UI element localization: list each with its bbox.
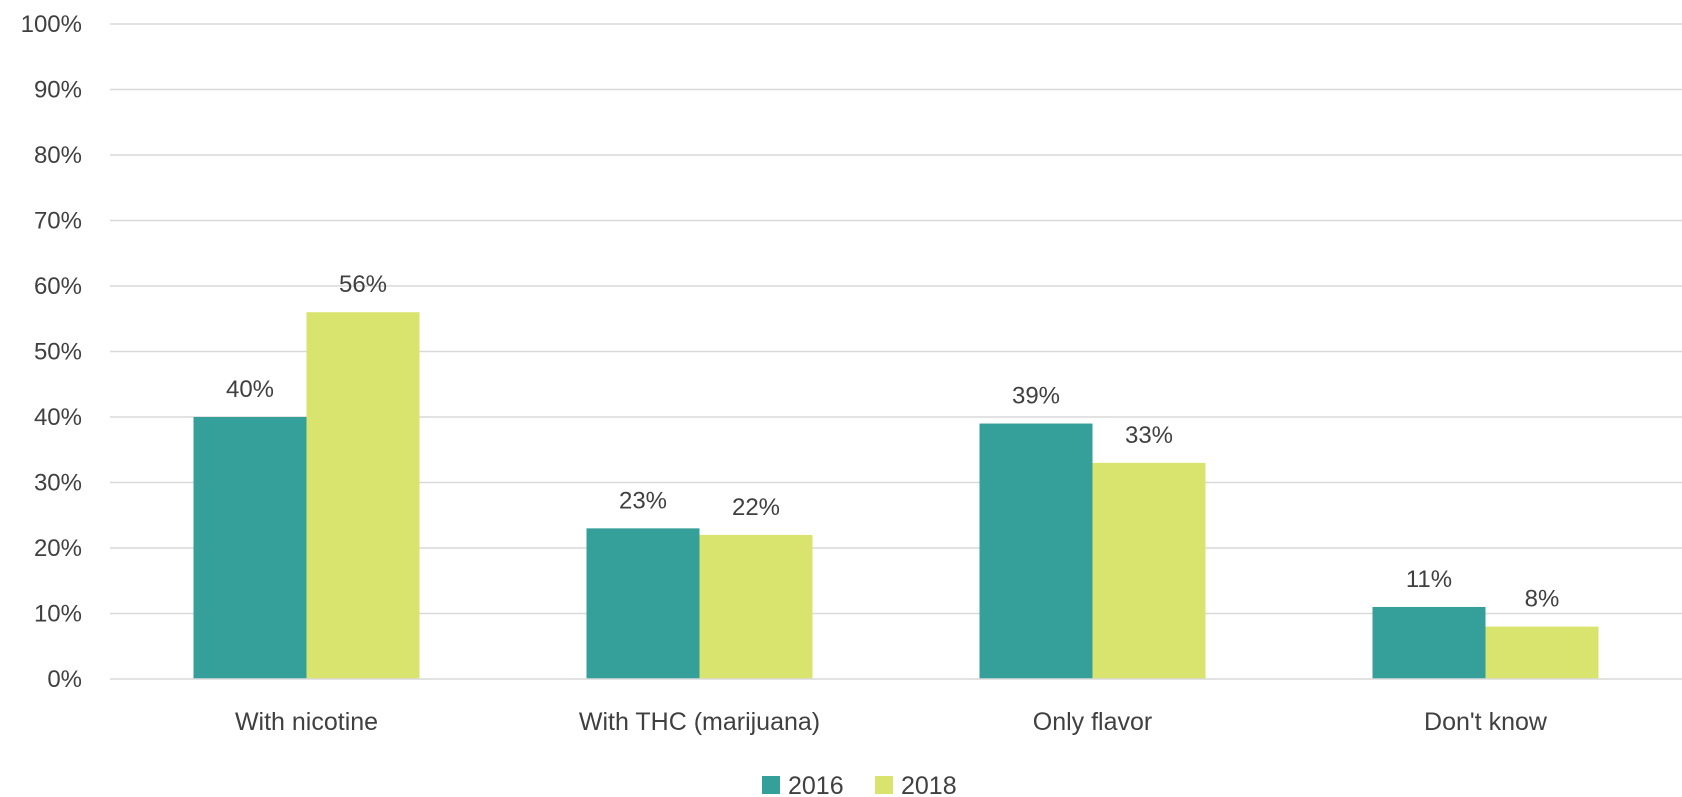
bar-2018-2 [1092, 462, 1206, 679]
y-axis-tick-labels: 0% 10% 20% 30% 40% 50% 60% 70% 80% 90% 100% [21, 11, 82, 693]
y-tick-label: 40% [34, 404, 82, 431]
data-label: 39% [1012, 383, 1060, 410]
y-tick-label: 0% [47, 666, 82, 693]
y-tick-label: 80% [34, 142, 82, 169]
y-tick-label: 90% [34, 77, 82, 104]
bar-2018-1 [699, 534, 813, 679]
category-label: Don't know [1424, 708, 1548, 736]
legend-swatch-2018 [875, 776, 893, 794]
data-labels: 40% 56% 23% 22% 39% 33% 11% 8% [226, 271, 1559, 612]
bars [193, 312, 1599, 679]
data-label: 8% [1525, 586, 1560, 613]
legend-label: 2016 [788, 772, 844, 797]
legend: 2016 2018 [762, 772, 957, 797]
x-axis-category-labels: With nicotine With THC (marijuana) Only fl… [235, 708, 1548, 736]
bar-2016-0 [193, 417, 307, 679]
y-tick-label: 30% [34, 470, 82, 497]
data-label: 56% [339, 271, 387, 298]
legend-label: 2018 [901, 772, 957, 797]
y-tick-label: 100% [21, 11, 82, 38]
legend-swatch-2016 [762, 776, 780, 794]
bar-2016-3 [1372, 606, 1486, 679]
data-label: 23% [619, 487, 667, 514]
bar-2016-2 [979, 423, 1093, 679]
bar-2018-0 [306, 312, 420, 679]
data-label: 11% [1406, 566, 1452, 593]
y-tick-label: 70% [34, 208, 82, 235]
data-label: 33% [1125, 422, 1173, 449]
bar-2018-3 [1485, 626, 1599, 679]
y-tick-label: 50% [34, 339, 82, 366]
y-tick-label: 60% [34, 273, 82, 300]
category-label: With nicotine [235, 708, 378, 736]
category-label: Only flavor [1033, 708, 1152, 736]
bar-2016-1 [586, 528, 700, 679]
category-label: With THC (marijuana) [579, 708, 820, 736]
y-tick-label: 10% [34, 601, 82, 628]
data-label: 40% [226, 376, 274, 403]
y-tick-label: 20% [34, 535, 82, 562]
data-label: 22% [732, 494, 780, 521]
